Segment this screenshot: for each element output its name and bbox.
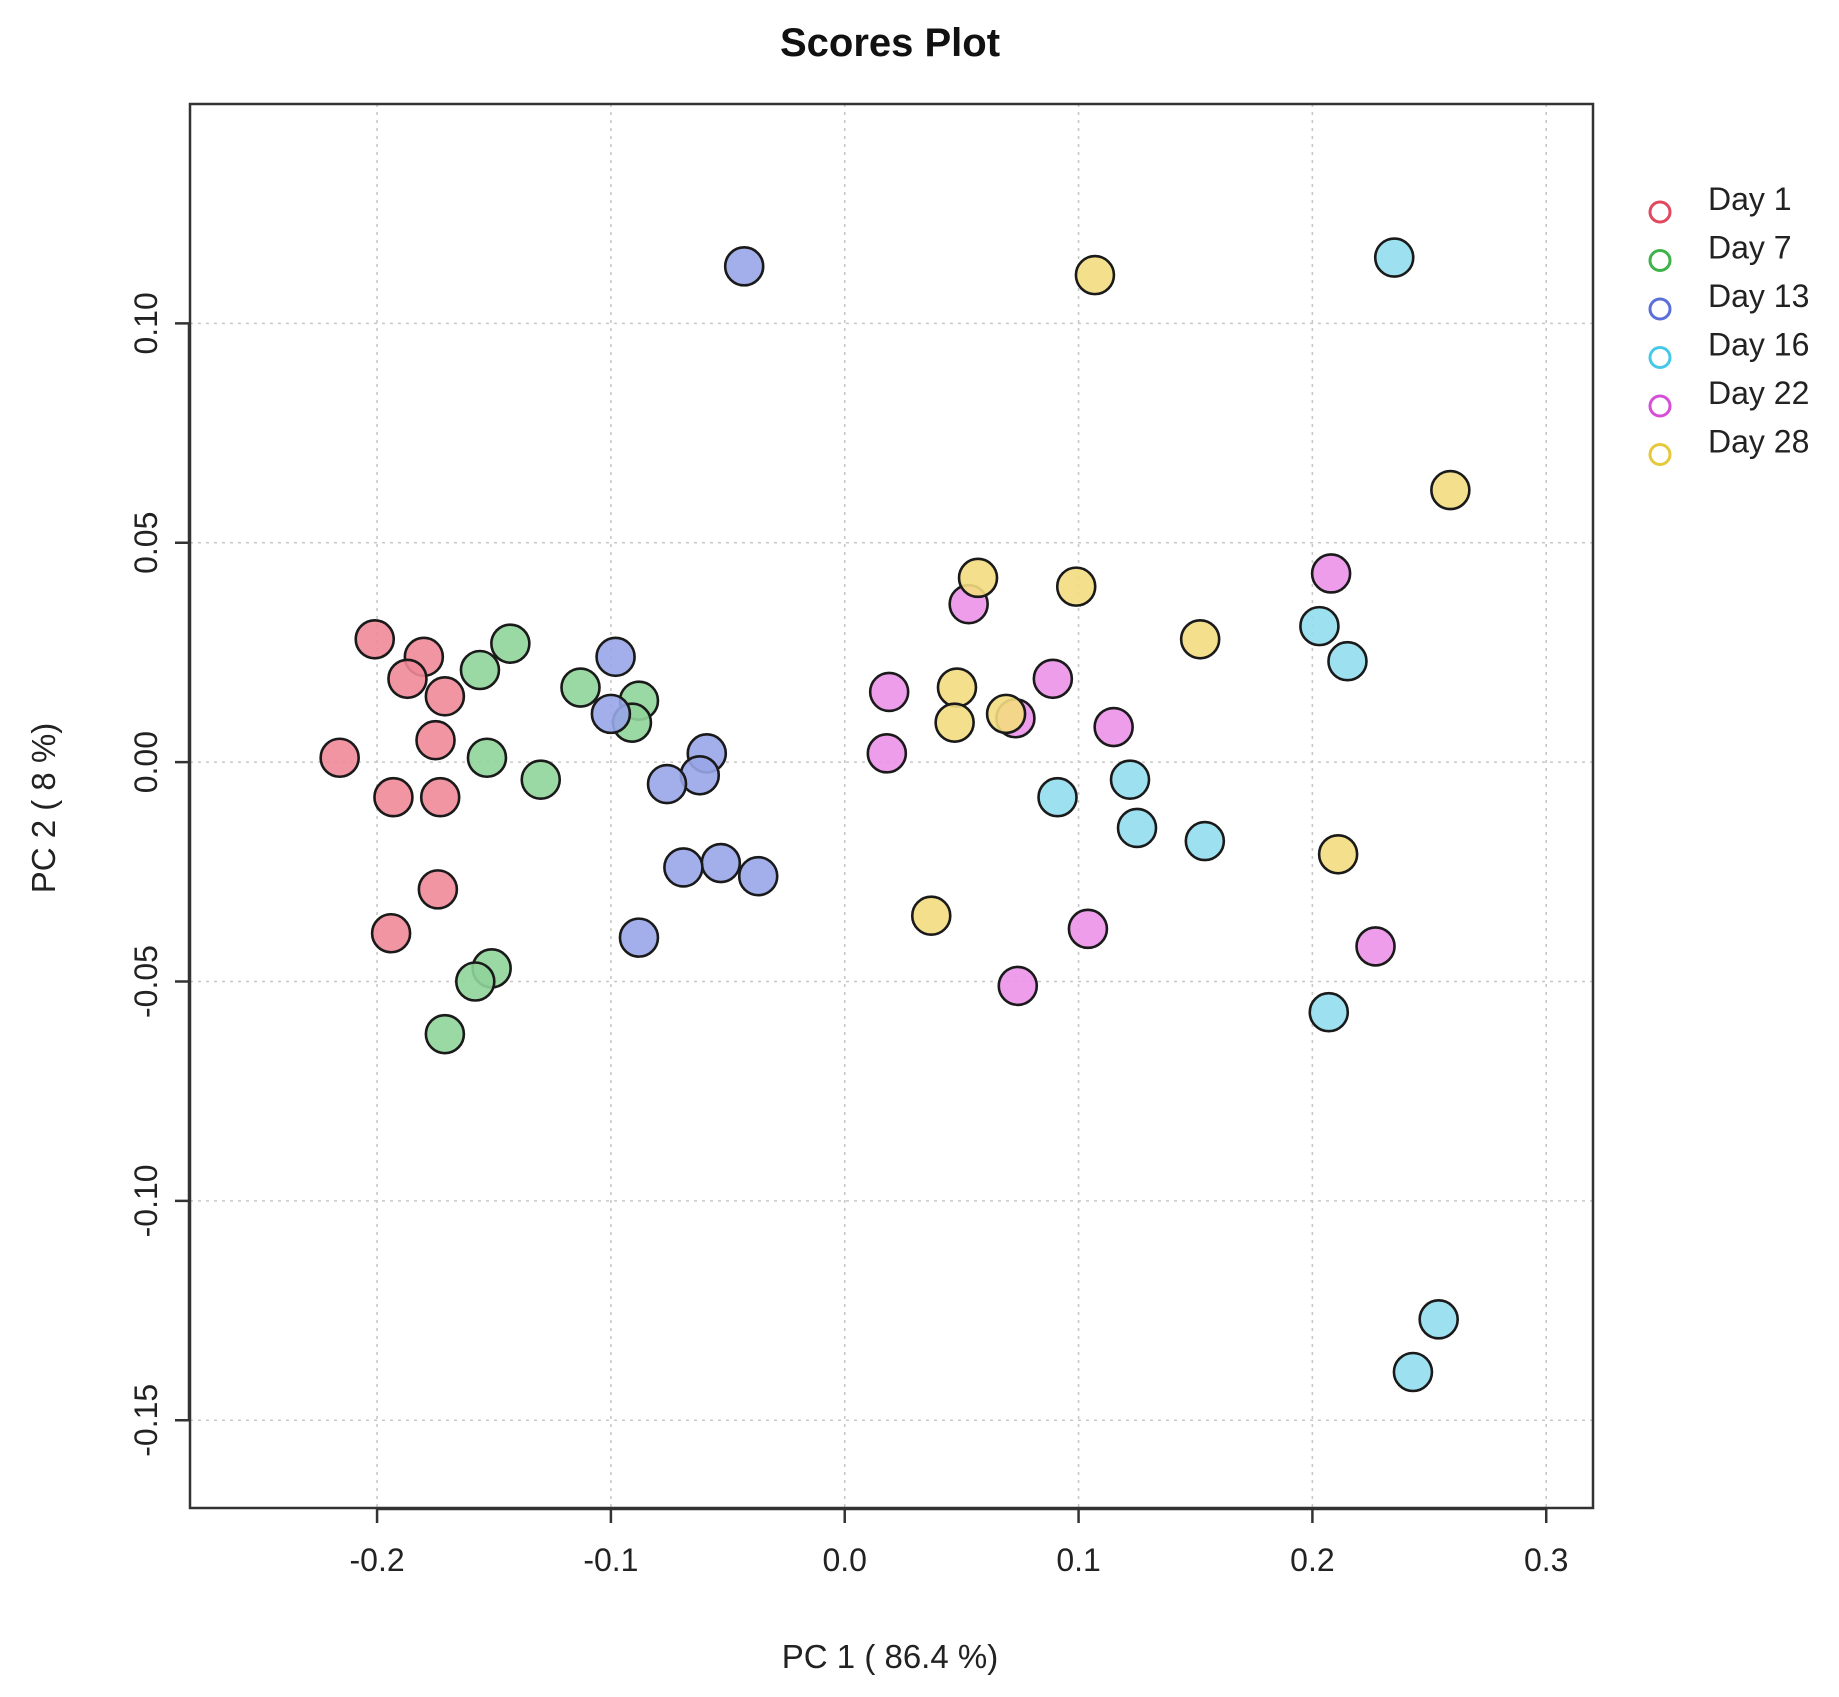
legend-label: Day 7 <box>1708 230 1792 266</box>
data-point <box>618 917 660 958</box>
data-point <box>866 733 908 774</box>
gridlines <box>190 104 1593 1508</box>
data-point <box>419 776 461 818</box>
legend-label: Day 22 <box>1708 375 1809 411</box>
x-tick-label: -0.2 <box>349 1542 404 1578</box>
series-day-16 <box>1037 237 1459 1393</box>
legend-marker <box>1648 346 1672 369</box>
x-axis: -0.2 -0.1 0.0 0.1 0.2 0.3 <box>349 1507 1568 1578</box>
x-axis-label: PC 1 ( 86.4 %) <box>782 1638 998 1675</box>
data-point <box>1327 640 1368 682</box>
data-point <box>1093 706 1134 748</box>
data-point <box>370 912 412 954</box>
data-point <box>590 693 632 735</box>
data-point <box>415 719 456 761</box>
data-point <box>520 759 562 800</box>
x-tick-label: 0.2 <box>1290 1542 1334 1578</box>
data-point <box>1299 605 1340 647</box>
data-point <box>1067 908 1109 950</box>
data-point <box>424 1013 466 1055</box>
data-point <box>1430 469 1471 511</box>
data-point <box>1184 820 1226 862</box>
y-tick-label: -0.10 <box>128 1164 164 1237</box>
legend-marker <box>1648 249 1672 272</box>
data-point <box>459 649 501 691</box>
chart-title: Scores Plot <box>780 21 1000 65</box>
data-point <box>868 671 910 713</box>
x-tick-label: 0.1 <box>1056 1542 1100 1578</box>
y-tick-label: 0.10 <box>128 292 164 354</box>
data-point <box>957 557 999 599</box>
y-axis-label: PC 2 ( 8 %) <box>25 723 62 894</box>
data-point <box>490 623 531 664</box>
data-point <box>723 246 765 287</box>
series-day-1 <box>319 618 466 954</box>
legend-marker <box>1648 394 1672 418</box>
y-axis: -0.15 -0.10 -0.05 0.00 0.05 0.10 <box>128 292 191 1457</box>
series-day-28 <box>910 254 1471 936</box>
legend-item: Day 1 <box>1648 181 1792 224</box>
x-tick-label: -0.1 <box>583 1542 638 1578</box>
data-point <box>1179 618 1221 660</box>
data-point <box>1317 833 1359 875</box>
legend-item: Day 13 <box>1648 278 1809 321</box>
data-point <box>560 667 601 708</box>
y-tick-label: -0.15 <box>128 1384 164 1457</box>
data-point <box>934 702 975 743</box>
legend-label: Day 16 <box>1708 327 1809 363</box>
series-day-7 <box>424 623 660 1055</box>
data-point <box>936 667 978 708</box>
data-point <box>1308 991 1350 1033</box>
legend-marker <box>1648 297 1672 321</box>
data-point <box>1032 658 1074 700</box>
data-point <box>1109 759 1151 800</box>
legend-item: Day 16 <box>1648 327 1809 369</box>
data-point <box>1310 553 1352 594</box>
data-point <box>424 676 466 717</box>
legend-label: Day 28 <box>1708 424 1809 460</box>
data-point <box>354 618 396 660</box>
x-tick-label: 0.0 <box>822 1542 866 1578</box>
data-point <box>466 737 508 779</box>
data-point <box>1355 926 1396 967</box>
data-point <box>1055 566 1097 607</box>
data-point <box>737 855 779 897</box>
data-point <box>1392 1351 1434 1393</box>
data-point <box>1037 776 1078 818</box>
data-point <box>373 776 414 818</box>
y-tick-label: -0.05 <box>128 945 164 1018</box>
legend-label: Day 13 <box>1708 278 1809 314</box>
data-point <box>595 636 636 678</box>
legend-item: Day 7 <box>1648 230 1792 272</box>
data-point <box>387 658 428 700</box>
x-tick-label: 0.3 <box>1524 1542 1568 1578</box>
data-point <box>1373 237 1415 278</box>
data-point <box>985 693 1027 735</box>
data-point <box>454 961 496 1002</box>
y-tick-label: 0.00 <box>128 731 164 793</box>
data-point <box>646 763 688 805</box>
data-point <box>910 895 952 936</box>
data-point <box>1116 807 1158 849</box>
legend-marker <box>1648 443 1672 466</box>
data-point <box>1074 254 1116 296</box>
data-point <box>997 965 1039 1007</box>
data-point <box>1418 1299 1459 1340</box>
data-point <box>663 847 704 888</box>
y-tick-label: 0.05 <box>128 512 164 574</box>
data-point <box>319 737 360 779</box>
legend: Day 1 Day 7 Day 13 Day 16 Day 22 Day 28 <box>1648 181 1809 466</box>
legend-label: Day 1 <box>1708 181 1792 217</box>
legend-item: Day 28 <box>1648 424 1809 466</box>
data-point <box>700 842 742 884</box>
legend-item: Day 22 <box>1648 375 1809 418</box>
legend-marker <box>1648 200 1672 224</box>
data-points <box>319 237 1471 1393</box>
series-day-13 <box>590 246 779 958</box>
data-point <box>417 869 459 910</box>
